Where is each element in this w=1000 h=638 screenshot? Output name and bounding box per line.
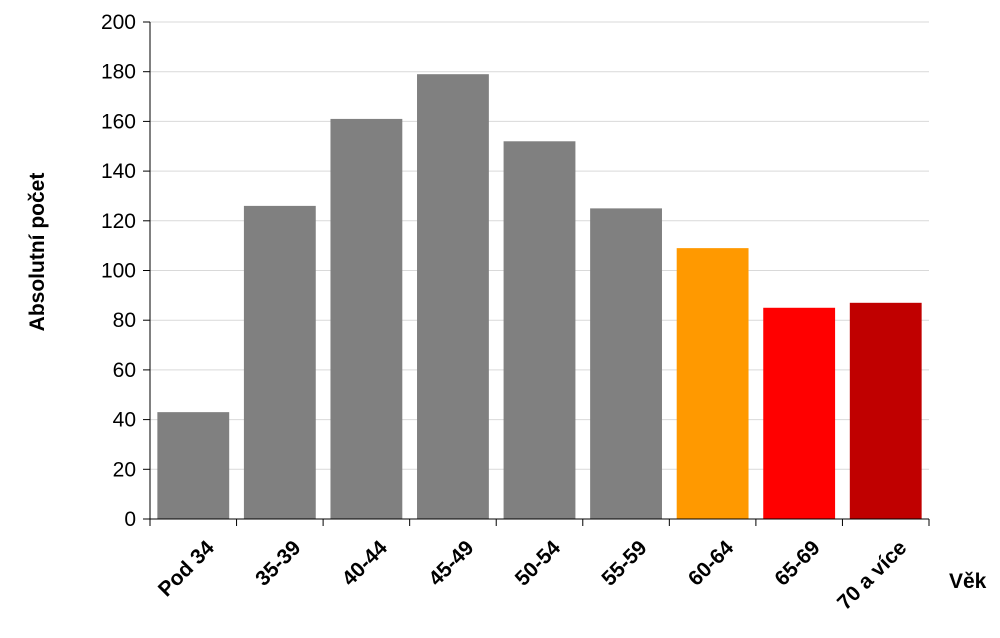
bar-40-44 bbox=[330, 118, 403, 519]
bar-65-69 bbox=[763, 307, 836, 519]
x-tick-label: 65-69 bbox=[770, 536, 824, 590]
x-tick-label: 40-44 bbox=[338, 536, 392, 590]
bar-pod-34 bbox=[157, 412, 230, 519]
x-tick-label: 70 a více bbox=[833, 536, 911, 614]
y-tick-label: 20 bbox=[113, 458, 136, 481]
bars bbox=[157, 74, 922, 519]
x-tick-label: 55-59 bbox=[597, 536, 651, 590]
bar-70-a-více bbox=[849, 302, 922, 519]
x-tick-label: 35-39 bbox=[251, 536, 305, 590]
y-tick-label: 0 bbox=[124, 508, 136, 531]
bar-45-49 bbox=[417, 74, 489, 519]
axes bbox=[143, 21, 930, 526]
y-axis-title: Absolutní počet bbox=[26, 173, 49, 332]
y-tick-label: 80 bbox=[113, 309, 136, 332]
y-tick-labels: 0 20 40 60 80 100 120 140 160 180 200 bbox=[101, 11, 136, 531]
y-tick-label: 140 bbox=[101, 160, 136, 183]
x-tick-labels: Pod 34 35-39 40-44 45-49 50-54 55-59 60-64 65-6… bbox=[154, 536, 911, 614]
y-tick-label: 100 bbox=[101, 260, 136, 283]
y-tick-label: 60 bbox=[113, 359, 136, 382]
x-axis-title: Věk bbox=[949, 570, 987, 593]
y-tick-label: 200 bbox=[101, 11, 136, 34]
bar-60-64 bbox=[676, 248, 749, 519]
y-tick-label: 160 bbox=[101, 110, 136, 133]
x-tick-label: 45-49 bbox=[424, 536, 478, 590]
x-tick-label: 50-54 bbox=[511, 536, 565, 590]
bar-35-39 bbox=[243, 205, 316, 519]
bar-55-59 bbox=[590, 208, 662, 519]
y-tick-label: 40 bbox=[113, 409, 136, 432]
x-tick-label: 60-64 bbox=[684, 536, 738, 590]
x-tick-label: Pod 34 bbox=[154, 536, 219, 601]
y-tick-label: 120 bbox=[101, 210, 136, 233]
bar-50-54 bbox=[503, 141, 576, 519]
y-tick-label: 180 bbox=[101, 61, 136, 84]
